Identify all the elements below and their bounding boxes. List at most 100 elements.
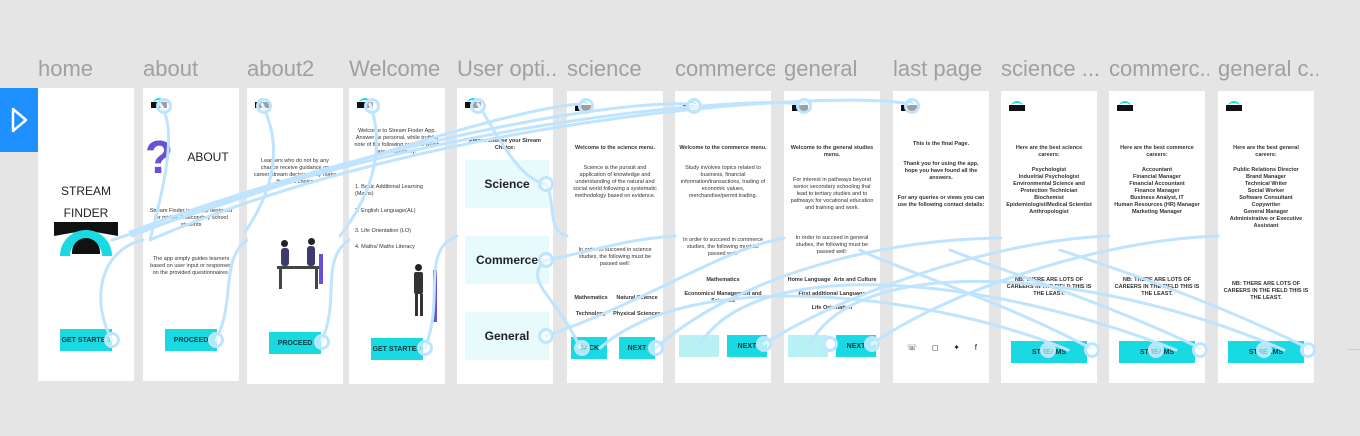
frame-label-welcome[interactable]: Welcome xyxy=(349,56,441,81)
back-button[interactable] xyxy=(679,335,719,357)
hotspot[interactable] xyxy=(574,340,590,356)
hotspot[interactable] xyxy=(314,334,330,350)
connection-arrow[interactable] xyxy=(214,238,249,342)
hotspot[interactable] xyxy=(156,98,172,114)
frame-about2[interactable]: Learners who do not by any chance receiv… xyxy=(247,88,343,384)
hotspot[interactable] xyxy=(686,98,702,114)
frame-general[interactable]: Welcome to the general studies menu. For… xyxy=(784,91,880,383)
hotspot[interactable] xyxy=(578,98,594,114)
frame-label-science-careers[interactable]: science ... xyxy=(1001,56,1101,81)
connection-arrow[interactable] xyxy=(148,98,910,242)
connection-arrow[interactable] xyxy=(243,102,275,234)
connection-arrow[interactable] xyxy=(698,283,1178,352)
connection-arrow[interactable] xyxy=(948,248,1202,350)
connection-arrow[interactable] xyxy=(870,234,1220,346)
frame-welcome[interactable]: Welcome to Stream Finder App. Answer as … xyxy=(349,88,445,384)
career-item: Finance Manager xyxy=(1134,188,1180,194)
hotspot[interactable] xyxy=(1300,342,1316,358)
hotspot[interactable] xyxy=(1084,342,1100,358)
connection-arrow[interactable] xyxy=(654,236,1003,350)
science-option-card[interactable]: Science xyxy=(465,160,549,208)
twitter-icon[interactable]: ✦ xyxy=(953,343,960,352)
career-item: Administrative or Executive Assistant xyxy=(1229,216,1303,229)
connection-arrow[interactable] xyxy=(762,234,1111,346)
careers-heading: Here are the best commerce careers: xyxy=(1120,145,1194,158)
frame-label-last-page[interactable]: last page xyxy=(893,56,983,81)
proceed-button[interactable]: PROCEED xyxy=(165,329,217,351)
facebook-icon[interactable]: f xyxy=(974,343,977,352)
commerce-option-card[interactable]: Commerce xyxy=(465,236,549,284)
connection-arrow[interactable] xyxy=(320,238,351,342)
frame-label-general-careers[interactable]: general c... xyxy=(1218,56,1318,81)
hotspot[interactable] xyxy=(1192,342,1208,358)
people-at-desk-illustration xyxy=(273,238,325,292)
frame-home[interactable]: STREAM FINDER GET STARTED xyxy=(38,88,134,381)
general-option-card[interactable]: General xyxy=(465,312,549,360)
careers-list: Psychologist Industrial Psychologist Env… xyxy=(1005,167,1093,216)
connection-arrow[interactable] xyxy=(338,102,379,238)
hotspot[interactable] xyxy=(364,98,380,114)
connection-arrow[interactable] xyxy=(130,101,802,238)
connection-arrow[interactable] xyxy=(808,279,1286,352)
hotspot[interactable] xyxy=(648,340,664,356)
hotspot[interactable] xyxy=(1148,342,1164,358)
hotspot[interactable] xyxy=(538,176,554,192)
frame-label-science[interactable]: science xyxy=(567,56,642,81)
app-title: STREAM FINDER xyxy=(38,180,134,224)
back-button[interactable] xyxy=(788,335,828,357)
connection-arrow[interactable] xyxy=(1058,248,1310,350)
hotspot[interactable] xyxy=(796,98,812,114)
connection-arrow[interactable] xyxy=(99,238,145,342)
hotspot[interactable] xyxy=(417,340,433,356)
frame-label-general[interactable]: general xyxy=(784,56,858,81)
frame-general-careers[interactable]: Here are the best general careers: Publi… xyxy=(1218,91,1314,383)
frame-commerce[interactable]: Welcome to the commerce menu. Study invo… xyxy=(675,91,771,383)
get-started-button[interactable]: GET STARTED xyxy=(60,329,112,351)
career-item: Technical Writer xyxy=(1244,181,1288,187)
next-button[interactable]: NEXT xyxy=(619,337,655,359)
hotspot[interactable] xyxy=(256,98,272,114)
connection-arrow[interactable] xyxy=(128,102,692,234)
proceed-button[interactable]: PROCEED xyxy=(269,332,321,354)
careers-list: Accountant Financial Manager Financial A… xyxy=(1113,167,1201,216)
welcome-item: 3. Life Orientation (LO) xyxy=(355,228,411,234)
play-prototype-button[interactable] xyxy=(0,88,38,152)
hotspot[interactable] xyxy=(904,98,920,114)
science-body: Science is the pursuit and application o… xyxy=(573,165,657,199)
connection-arrow[interactable] xyxy=(544,182,569,238)
careers-list: Public Relations Director Brand Manager … xyxy=(1222,167,1310,230)
about-body-2: The app simply guides learners based on … xyxy=(150,256,232,276)
connection-arrow[interactable] xyxy=(423,234,459,350)
hotspot[interactable] xyxy=(208,332,224,348)
hotspot[interactable] xyxy=(864,336,880,352)
connection-arrow[interactable] xyxy=(148,102,171,242)
hotspot[interactable] xyxy=(538,328,554,344)
general-requirements: In order to succeed in general studies, … xyxy=(795,235,869,255)
hotspot[interactable] xyxy=(822,336,838,352)
hotspot[interactable] xyxy=(1256,342,1272,358)
phone-icon[interactable]: ☏ xyxy=(907,343,918,352)
frame-label-about2[interactable]: about2 xyxy=(247,56,315,81)
connection-arrow[interactable] xyxy=(536,258,582,350)
frame-label-commerce[interactable]: commerce xyxy=(675,56,775,81)
connection-arrow[interactable] xyxy=(476,102,548,186)
hotspot[interactable] xyxy=(104,332,120,348)
connection-arrow[interactable] xyxy=(544,236,786,338)
app-title-line1: STREAM xyxy=(60,184,111,198)
frame-label-about[interactable]: about xyxy=(143,56,199,81)
instagram-icon[interactable]: ◻ xyxy=(931,343,939,352)
hotspot[interactable] xyxy=(1040,342,1056,358)
hotspot[interactable] xyxy=(470,98,486,114)
get-started-button[interactable]: GET STARTED xyxy=(371,338,423,360)
connection-arrow[interactable] xyxy=(544,234,677,262)
frame-label-home[interactable]: home xyxy=(38,56,94,81)
connection-arrow[interactable] xyxy=(598,294,1070,352)
career-item: Accountant xyxy=(1141,167,1173,173)
connection-arrow[interactable] xyxy=(858,248,1092,350)
hotspot[interactable] xyxy=(538,252,554,268)
hotspot[interactable] xyxy=(756,336,772,352)
frame-science[interactable]: Welcome to the science menu. Science is … xyxy=(567,91,663,383)
frame-label-commerce-careers[interactable]: commerc... xyxy=(1109,56,1209,81)
frame-label-user-options[interactable]: User opti... xyxy=(457,56,557,81)
